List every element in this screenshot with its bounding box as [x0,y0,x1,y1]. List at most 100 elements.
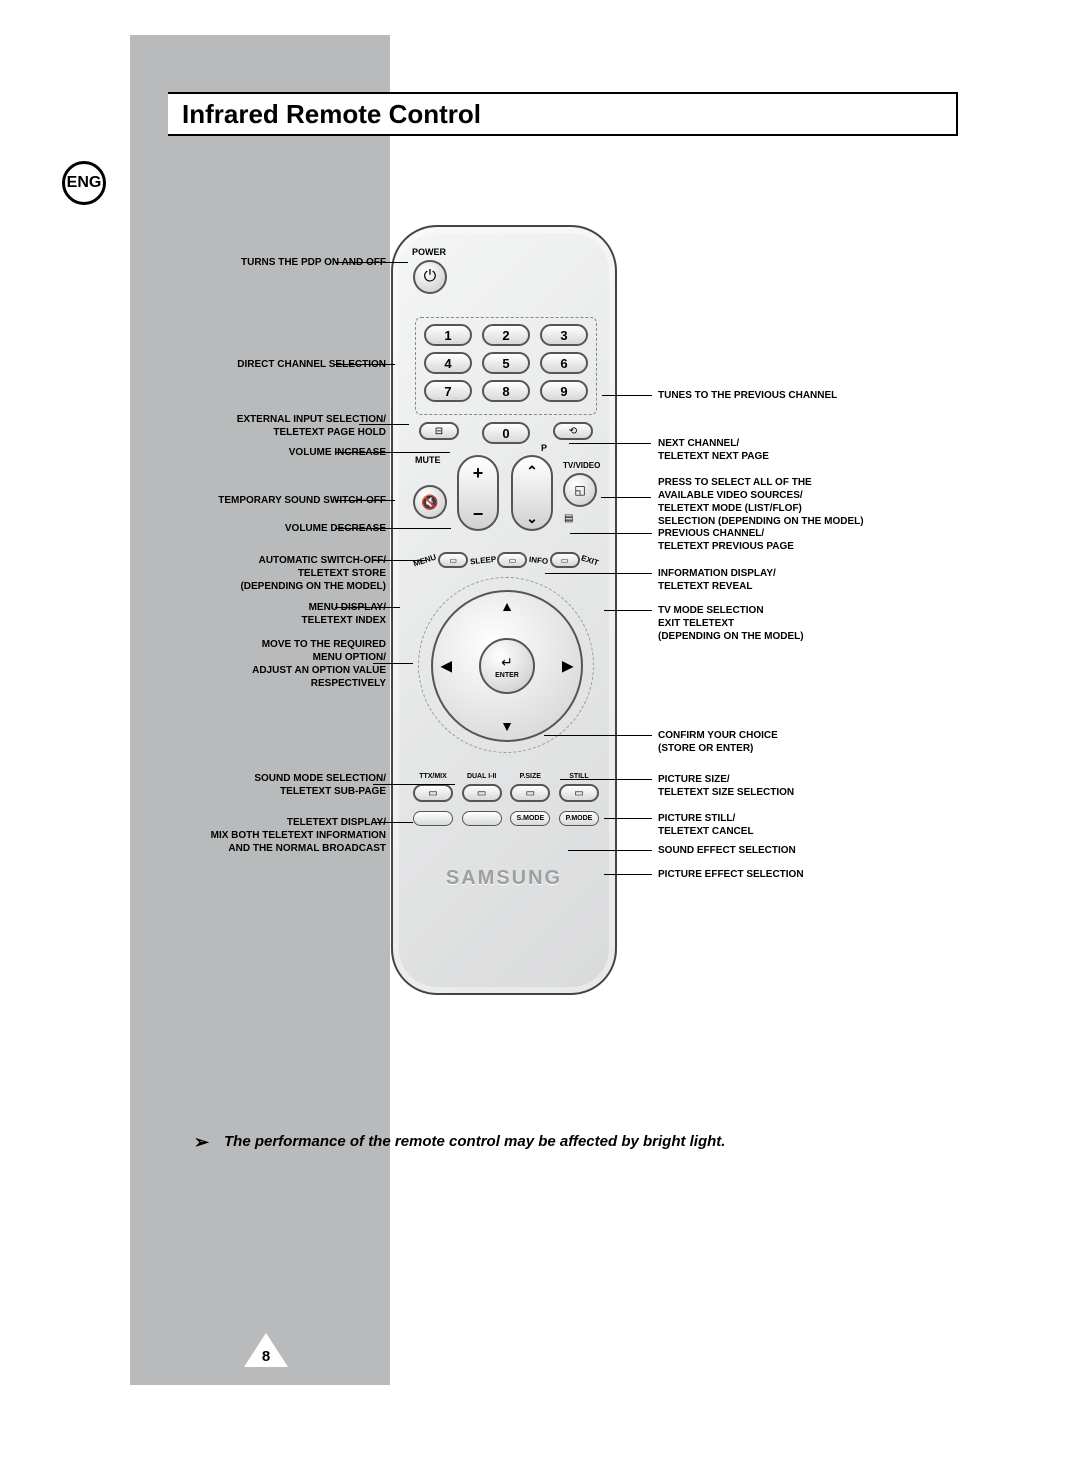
leader-line [335,500,395,501]
leader-line [359,424,409,425]
green-button [462,811,502,826]
leader-line [545,573,652,574]
key-0: 0 [482,422,530,444]
leader-line [602,395,652,396]
callout-right: PICTURE SIZE/ TELETEXT SIZE SELECTION [658,773,958,799]
arrow-left-icon: ◀ [441,658,452,675]
leader-line [601,497,651,498]
callout-left: EXTERNAL INPUT SELECTION/ TELETEXT PAGE … [126,413,386,439]
callout-right: INFORMATION DISPLAY/ TELETEXT REVEAL [658,567,958,593]
remote-control-diagram: POWER ⏻ 1 2 3 4 5 6 7 8 9 ⊟ 0 ⟲ P MUTE 🔇… [391,225,617,995]
arrow-right-icon: ▶ [562,658,573,675]
psize-button: ▭ [510,784,550,802]
leader-line [373,822,413,823]
callout-left: AUTOMATIC SWITCH-OFF/ TELETEXT STORE (DE… [126,554,386,593]
note-arrow-icon: ➢ [194,1132,209,1153]
leader-line [568,850,652,851]
enter-label: ENTER [495,672,519,679]
ttxmix-button: ▭ [413,784,453,802]
callout-right: PRESS TO SELECT ALL OF THE AVAILABLE VID… [658,476,958,528]
callout-right: CONFIRM YOUR CHOICE (STORE OR ENTER) [658,729,958,755]
teletext-icon: ▤ [564,513,573,524]
nav-ring: ▲ ▼ ◀ ▶ ↵ ENTER [431,590,583,742]
enter-button: ↵ ENTER [479,638,535,694]
row-under-keypad: ⊟ 0 ⟲ [419,422,593,444]
still-button: ▭ [559,784,599,802]
key-1: 1 [424,324,472,346]
prev-channel-button: ⟲ [553,422,593,440]
tvvideo-button: ◱ [563,473,597,507]
leader-line [373,663,413,664]
leader-line [373,784,455,785]
info-button: ▭ [550,552,580,568]
brand-logo: SAMSUNG [393,867,615,890]
key-9: 9 [540,380,588,402]
arrow-down-icon: ▼ [500,718,514,734]
leader-line [335,528,451,529]
ttxmix-label: TTX/MIX [413,773,453,780]
leader-line [604,610,652,611]
leader-line [604,874,652,875]
leader-line [560,779,652,780]
power-label: POWER [412,247,446,257]
mute-button: 🔇 [413,485,447,519]
footnote: The performance of the remote control ma… [224,1133,725,1150]
callout-left: TELETEXT DISPLAY/ MIX BOTH TELETEXT INFO… [126,816,386,855]
arc-buttons: MENU ▭ SLEEP ▭ INFO ▭ EXIT [413,545,599,575]
callout-right: NEXT CHANNEL/ TELETEXT NEXT PAGE [658,437,958,463]
bottom-row-2: S.MODE P.MODE [413,811,599,826]
callout-left: MENU DISPLAY/ TELETEXT INDEX [126,601,386,627]
key-8: 8 [482,380,530,402]
page-number: 8 [244,1348,288,1365]
callout-right: TUNES TO THE PREVIOUS CHANNEL [658,389,958,402]
callout-right: TV MODE SELECTION EXIT TELETEXT (DEPENDI… [658,604,958,643]
tvvideo-label: TV/VIDEO [563,461,600,470]
pmode-button: P.MODE [559,811,599,826]
leader-line [570,533,652,534]
leader-line [544,735,652,736]
ext-input-button: ⊟ [419,422,459,440]
smode-button: S.MODE [510,811,550,826]
key-6: 6 [540,352,588,374]
grey-sidebar [130,35,390,1385]
nav-pad-outline: ▲ ▼ ◀ ▶ ↵ ENTER [418,577,594,753]
power-button: ⏻ [413,260,447,294]
numeric-keypad: 1 2 3 4 5 6 7 8 9 [415,317,597,415]
key-5: 5 [482,352,530,374]
arrow-up-icon: ▲ [500,598,514,614]
key-4: 4 [424,352,472,374]
callout-right: PICTURE STILL/ TELETEXT CANCEL [658,812,958,838]
language-badge: ENG [62,161,106,205]
callout-right: SOUND EFFECT SELECTION [658,844,958,857]
red-button [413,811,453,826]
leader-line [335,452,450,453]
dual-label: DUAL I-II [462,773,502,780]
key-7: 7 [424,380,472,402]
callout-right: PREVIOUS CHANNEL/ TELETEXT PREVIOUS PAGE [658,527,958,553]
enter-icon: ↵ [501,654,513,671]
leader-line [569,443,651,444]
key-2: 2 [482,324,530,346]
menu-button: ▭ [438,552,468,568]
key-3: 3 [540,324,588,346]
p-label: P [541,443,547,453]
callout-left: SOUND MODE SELECTION/ TELETEXT SUB-PAGE [126,772,386,798]
leader-line [335,364,395,365]
leader-line [335,607,400,608]
callout-right: PICTURE EFFECT SELECTION [658,868,958,881]
exit-label: EXIT [580,553,600,567]
psize-label: P.SIZE [510,773,550,780]
leader-line [604,818,652,819]
volume-rocker [457,455,499,531]
leader-line [335,262,408,263]
channel-rocker [511,455,553,531]
dual-button: ▭ [462,784,502,802]
sleep-label: SLEEP [469,554,496,566]
callout-left: MOVE TO THE REQUIRED MENU OPTION/ ADJUST… [126,638,386,690]
bottom-row-1: ▭ ▭ ▭ ▭ [413,784,599,802]
page-title: Infrared Remote Control [168,92,958,136]
info-label: INFO [529,555,549,566]
sleep-button: ▭ [497,552,527,568]
leader-line [373,560,427,561]
mid-controls: MUTE 🔇 TV/VIDEO ◱ ▤ [413,455,599,535]
